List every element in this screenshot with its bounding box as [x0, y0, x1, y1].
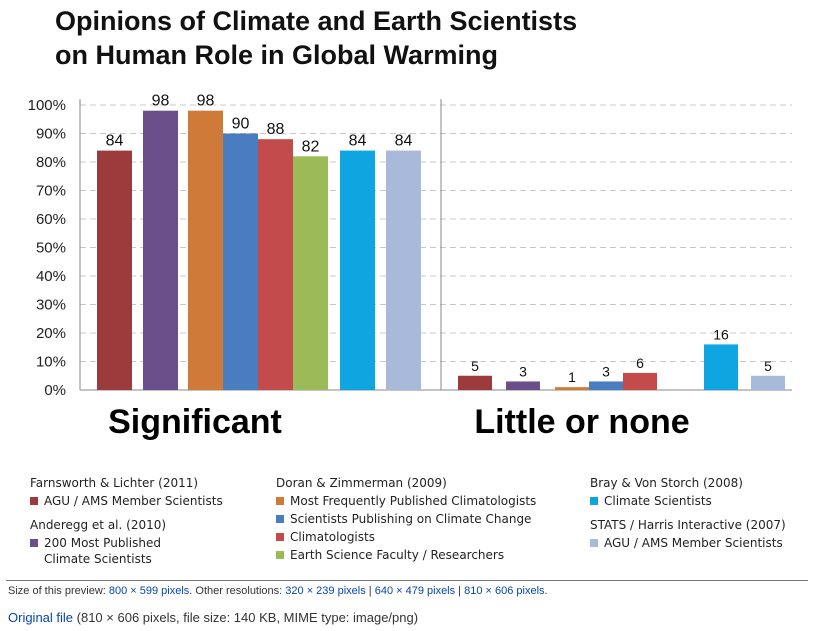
legend-head-doran: Doran & Zimmerman (2009) [276, 476, 447, 490]
bar-value-label: 88 [267, 121, 285, 138]
y-tick-label: 30% [36, 297, 66, 314]
legend-head-anderegg: Anderegg et al. (2010) [30, 518, 167, 532]
bar [97, 150, 132, 390]
bar-value-label: 90 [232, 116, 250, 133]
bar-chart: 0% 10% 20% 30% 40% 50% 60% 70% 80% 90% 100% 84 98 98 9… [28, 93, 792, 441]
legend-doran: Doran & Zimmerman (2009) Most Frequently… [276, 476, 536, 566]
legend-swatch [590, 497, 598, 505]
y-tick-label: 10% [36, 354, 66, 371]
legend-label: Scientists Publishing on Climate Change [290, 512, 532, 526]
bar-value-label: 3 [519, 363, 527, 379]
bar-value-label: 5 [471, 358, 479, 374]
legend-head-stats: STATS / Harris Interactive (2007) [590, 518, 786, 532]
preview-prefix: Size of this preview: [8, 585, 109, 597]
separator: | [455, 585, 465, 597]
bar [555, 387, 589, 390]
preview-size-link[interactable]: 800 × 599 pixels [108, 585, 190, 597]
legend-label: AGU / AMS Member Scientists [44, 494, 223, 508]
legend-head-farnsworth: Farnsworth & Lichter (2011) [30, 476, 199, 490]
resolution-link-810[interactable]: 810 × 606 pixels [464, 585, 545, 597]
bar [223, 133, 258, 390]
bar [751, 375, 785, 390]
y-tick-label: 100% [28, 97, 66, 114]
legend-label: Climatologists [290, 530, 375, 544]
legend-label: Most Frequently Published Climatologists [290, 494, 537, 508]
legend-farnsworth: Farnsworth & Lichter (2011) AGU / AMS Me… [30, 476, 223, 566]
legend-swatch [590, 539, 598, 547]
legend-item-farnsworth: AGU / AMS Member Scientists [30, 494, 223, 508]
bar-value-label: 16 [713, 326, 729, 342]
legend-swatch [276, 551, 284, 559]
bar-value-label: 84 [106, 133, 124, 150]
bar [293, 156, 328, 390]
bar-value-label: 82 [302, 138, 320, 155]
other-resolutions-prefix: . Other resolutions: [189, 585, 286, 597]
legend-label: Climate Scientists [604, 494, 712, 508]
legend-swatch [276, 533, 284, 541]
original-file-details: (810 × 606 pixels, file size: 140 KB, MI… [73, 610, 419, 625]
y-tick-label: 0% [44, 382, 66, 399]
bar [506, 381, 540, 390]
legend-item-doran-1: Most Frequently Published Climatologists [276, 494, 536, 508]
legend-label: Earth Science Faculty / Researchers [290, 548, 505, 562]
separator: | [365, 585, 375, 597]
bar-value-label: 5 [764, 358, 772, 374]
bar-value-label: 98 [197, 93, 215, 110]
y-tick-label: 20% [36, 325, 66, 342]
y-tick-label: 90% [36, 126, 66, 143]
chart-image: Opinions of Climate and Earth Scientists… [28, 6, 792, 566]
bar [340, 150, 375, 390]
footer-divider [6, 580, 808, 581]
preview-size-info: Size of this preview: 800 × 599 pixels. … [8, 585, 548, 597]
bar [589, 381, 623, 390]
legend-item-stats: AGU / AMS Member Scientists [590, 536, 786, 550]
y-tick-label: 80% [36, 154, 66, 171]
bar-value-label: 3 [602, 363, 610, 379]
bar [258, 139, 293, 390]
chart-title-line-1: Opinions of Climate and Earth Scientists [55, 6, 578, 36]
bar-value-label: 1 [568, 369, 576, 385]
resolution-link-320[interactable]: 320 × 239 pixels [285, 585, 366, 597]
y-tick-label: 40% [36, 268, 66, 285]
legend-head-bray: Bray & Von Storch (2008) [590, 476, 743, 490]
y-tick-label: 50% [36, 240, 66, 257]
legend-bray-stats: Bray & Von Storch (2008) Climate Scienti… [590, 476, 786, 554]
legend-swatch [276, 497, 284, 505]
period: . [544, 585, 548, 597]
legend-swatch [276, 515, 284, 523]
bar-value-label: 84 [349, 133, 367, 150]
original-file-link[interactable]: Original file [8, 610, 74, 625]
legend-label-continued: Climate Scientists [44, 552, 152, 566]
bar [143, 110, 178, 390]
bar [386, 150, 421, 390]
bar [188, 110, 223, 390]
bar-value-label: 84 [395, 133, 413, 150]
bar-value-label: 6 [636, 355, 644, 371]
legend-swatch [30, 539, 38, 547]
legend-item-anderegg: 200 Most Published [30, 536, 223, 550]
original-file-info: Original file (810 × 606 pixels, file si… [8, 610, 418, 625]
legend-label: AGU / AMS Member Scientists [604, 536, 783, 550]
bar [704, 344, 738, 390]
y-tick-label: 60% [36, 211, 66, 228]
legend-swatch [30, 497, 38, 505]
bar-value-label: 98 [152, 93, 170, 110]
legend-item-doran-3: Climatologists [276, 530, 536, 544]
group-label: Little or none [474, 403, 689, 441]
legend-label: 200 Most Published [44, 536, 161, 550]
legend-item-bray: Climate Scientists [590, 494, 786, 508]
group-label: Significant [108, 403, 282, 441]
y-tick-label: 70% [36, 183, 66, 200]
legend-item-doran-4: Earth Science Faculty / Researchers [276, 548, 536, 562]
resolution-link-640[interactable]: 640 × 479 pixels [374, 585, 456, 597]
chart-title-line-2: on Human Role in Global Warming [55, 40, 499, 70]
bar [458, 375, 492, 390]
legend-item-doran-2: Scientists Publishing on Climate Change [276, 512, 536, 526]
bar [623, 372, 657, 390]
